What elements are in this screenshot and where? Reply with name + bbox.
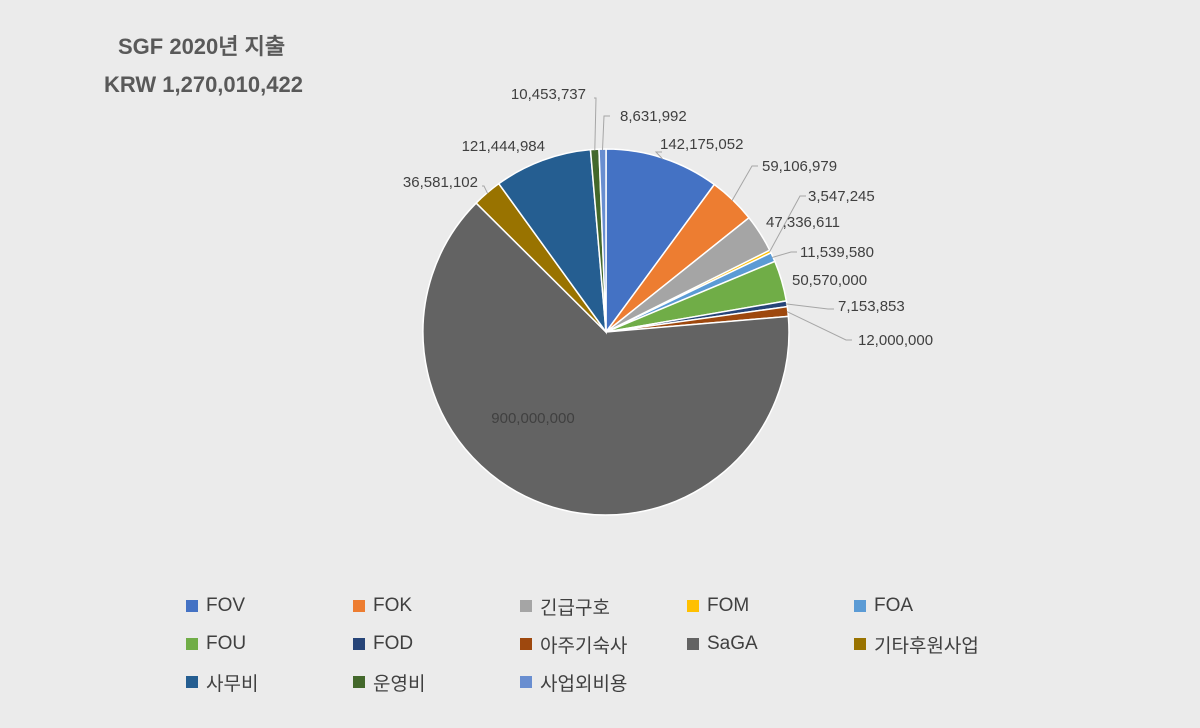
legend-item-2: FOK bbox=[353, 592, 520, 620]
legend-label: FOM bbox=[707, 595, 750, 616]
legend-swatch bbox=[687, 600, 699, 612]
legend-label: FOK bbox=[373, 595, 413, 616]
data-label-2: 59,106,979 bbox=[762, 158, 837, 175]
legend-label: 사업외비용 bbox=[540, 673, 628, 695]
legend-item-5: FOA bbox=[854, 592, 1021, 620]
data-label-11: 121,444,984 bbox=[462, 138, 545, 155]
legend-item-13: 사업외비용 bbox=[520, 668, 687, 696]
chart-title: SGF 2020년 지출 bbox=[118, 34, 286, 59]
pie-chart: 142,175,052 59,106,979 47,336,611 3,547,245… bbox=[403, 86, 933, 516]
legend-swatch bbox=[186, 638, 198, 650]
legend-swatch bbox=[353, 638, 365, 650]
legend-swatch bbox=[186, 676, 198, 688]
legend-item-3: 긴급구호 bbox=[520, 592, 687, 620]
pie-slices bbox=[422, 148, 790, 516]
legend-swatch bbox=[854, 638, 866, 650]
legend-item-11: 사무비 bbox=[186, 668, 353, 696]
legend-label: FOD bbox=[373, 633, 414, 654]
leader-line-5 bbox=[771, 251, 797, 258]
legend-swatch bbox=[854, 600, 866, 612]
legend-label: FOU bbox=[206, 633, 247, 654]
legend-label: 운영비 bbox=[373, 673, 426, 695]
leader-line-8 bbox=[786, 311, 852, 341]
legend-label: FOV bbox=[206, 595, 246, 616]
leader-line-4 bbox=[769, 195, 806, 253]
data-labels: 142,175,052 59,106,979 47,336,611 3,547,245… bbox=[403, 86, 933, 427]
legend-swatch bbox=[520, 638, 532, 650]
legend-item-9: SaGA bbox=[687, 630, 854, 658]
pie-slice-11 bbox=[497, 148, 607, 335]
pie-slice-1 bbox=[605, 148, 716, 335]
leader-line-12 bbox=[594, 97, 597, 151]
leader-line-1 bbox=[654, 151, 664, 160]
data-label-12: 10,453,737 bbox=[511, 86, 586, 103]
leader-line-7 bbox=[785, 303, 834, 310]
legend-item-7: FOD bbox=[353, 630, 520, 658]
chart-title-block: SGF 2020년 지출 KRW 1,270,010,422 bbox=[104, 28, 303, 104]
legend-label: FOA bbox=[874, 595, 914, 616]
data-label-13: 8,631,992 bbox=[620, 108, 687, 125]
legend-swatch bbox=[186, 600, 198, 612]
legend-swatch bbox=[520, 600, 532, 612]
data-label-10: 36,581,102 bbox=[403, 174, 478, 191]
legend-item-4: FOM bbox=[687, 592, 854, 620]
data-label-5: 11,539,580 bbox=[800, 244, 874, 261]
legend-item-10: 기타후원사업 bbox=[854, 630, 1021, 658]
data-label-8: 12,000,000 bbox=[858, 332, 933, 349]
legend-item-6: FOU bbox=[186, 630, 353, 658]
legend-swatch bbox=[353, 600, 365, 612]
legend-label: 사무비 bbox=[206, 673, 259, 695]
legend-swatch bbox=[520, 676, 532, 688]
leader-line-13 bbox=[602, 115, 610, 151]
data-label-3: 47,336,611 bbox=[766, 214, 840, 231]
data-label-1: 142,175,052 bbox=[660, 136, 743, 153]
data-label-4: 3,547,245 bbox=[808, 188, 875, 205]
legend-label: 기타후원사업 bbox=[874, 635, 979, 657]
legend-swatch bbox=[687, 638, 699, 650]
chart-subtitle: KRW 1,270,010,422 bbox=[104, 72, 303, 97]
legend-swatch bbox=[353, 676, 365, 688]
leader-line-10 bbox=[482, 185, 489, 194]
leader-lines bbox=[482, 97, 852, 341]
legend-label: 아주기숙사 bbox=[540, 635, 628, 657]
leader-line-2 bbox=[731, 165, 758, 201]
legend-item-12: 운영비 bbox=[353, 668, 520, 696]
legend-label: SaGA bbox=[707, 633, 758, 654]
pie-slice-9 bbox=[422, 201, 790, 516]
legend-label: 긴급구호 bbox=[540, 597, 610, 619]
data-label-6: 50,570,000 bbox=[792, 272, 867, 289]
data-label-7: 7,153,853 bbox=[838, 298, 905, 315]
legend-item-1: FOV bbox=[186, 592, 353, 620]
data-label-9: 900,000,000 bbox=[491, 410, 574, 427]
legend-item-8: 아주기숙사 bbox=[520, 630, 687, 658]
